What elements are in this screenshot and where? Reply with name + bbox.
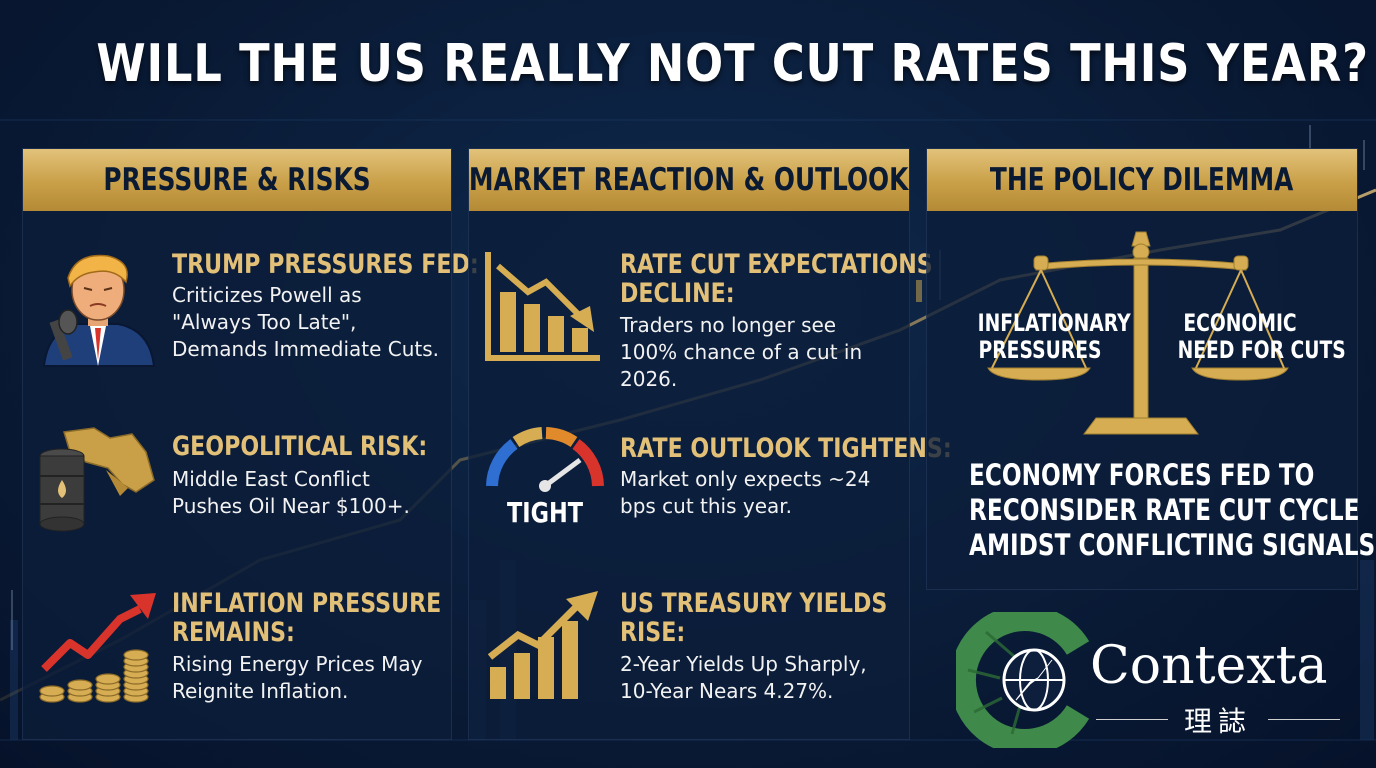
item-body-line: 10-Year Nears 4.27%. <box>620 679 834 703</box>
item-rate-outlook-tightens: TIGHT RATE OUTLOOK TIGHTENS: Market only… <box>468 420 952 540</box>
rising-bar-chart-icon <box>487 591 598 699</box>
logo-subtitle: 理誌 <box>1096 700 1340 740</box>
item-body-line: "Always Too Late", <box>172 310 357 334</box>
gauge-icon <box>486 427 604 492</box>
item-geopolitical-risk: GEOPOLITICAL RISK: Middle East Conflict … <box>22 420 450 540</box>
compass-globe-logo-icon <box>956 612 1090 748</box>
item-body-line: 2026. <box>620 367 678 391</box>
item-body-line: 100% chance of a cut in <box>620 340 863 364</box>
panel-heading: MARKET REACTION & OUTLOOK <box>469 149 909 211</box>
item-body-line: Reignite Inflation. <box>172 679 349 703</box>
item-body-line: Pushes Oil Near $100+. <box>172 494 410 518</box>
item-body-line: bps cut this year. <box>620 494 793 518</box>
item-body-line: Middle East Conflict <box>172 467 370 491</box>
oil-barrel-map-icon <box>39 427 155 532</box>
item-title: INFLATION PRESSURE <box>172 588 442 619</box>
item-body-line: 2-Year Yields Up Sharply, <box>620 652 867 676</box>
item-title: GEOPOLITICAL RISK: <box>172 431 428 462</box>
item-rate-cut-expectations: RATE CUT EXPECTATIONS DECLINE: Traders n… <box>468 240 933 400</box>
item-body-line: Rising Energy Prices May <box>172 652 423 676</box>
scale-label-right: ECONOMIC NEED FOR CUTS <box>1177 309 1346 364</box>
item-body-line: Demands Immediate Cuts. <box>172 337 440 361</box>
scale-label-left: INFLATIONARY PRESSURES <box>977 309 1131 364</box>
trump-icon <box>42 254 156 367</box>
inflation-coins-icon <box>39 593 156 703</box>
item-body-line: Market only expects ~24 <box>620 467 871 491</box>
item-inflation-pressure: INFLATION PRESSURE REMAINS: Rising Energ… <box>22 585 450 715</box>
item-title: RATE OUTLOOK TIGHTENS: <box>620 433 952 464</box>
declining-bar-chart-icon <box>485 252 600 361</box>
item-title: RISE: <box>620 617 686 648</box>
item-title: RATE CUT EXPECTATIONS <box>620 249 933 280</box>
panel-heading: THE POLICY DILEMMA <box>927 149 1357 211</box>
page-title: WILL THE US REALLY NOT CUT RATES THIS YE… <box>96 34 1369 94</box>
balance-scale-icon <box>987 231 1289 435</box>
item-title: TRUMP PRESSURES FED: <box>172 249 479 280</box>
item-title: REMAINS: <box>172 617 295 648</box>
item-treasury-yields: US TREASURY YIELDS RISE: 2-Year Yields U… <box>468 585 908 715</box>
gauge-label: TIGHT <box>506 496 584 529</box>
item-title: US TREASURY YIELDS <box>620 588 888 619</box>
item-title: DECLINE: <box>620 278 735 309</box>
logo-name: Contexta <box>1090 636 1328 696</box>
item-body-line: Traders no longer see <box>620 313 837 337</box>
item-body-line: Criticizes Powell as <box>172 283 362 307</box>
panel-heading: PRESSURE & RISKS <box>23 149 451 211</box>
policy-conclusion: ECONOMY FORCES FED TO RECONSIDER RATE CU… <box>969 458 1376 562</box>
item-trump-pressures: TRUMP PRESSURES FED: Criticizes Powell a… <box>22 240 479 380</box>
